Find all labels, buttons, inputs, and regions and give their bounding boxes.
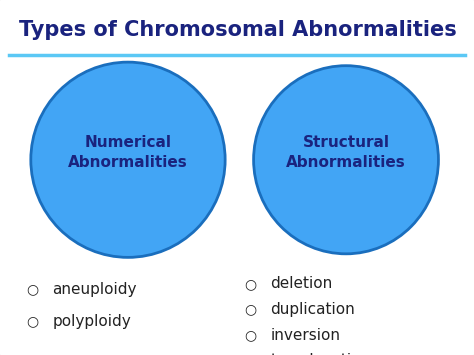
Ellipse shape — [31, 62, 225, 257]
Text: Numerical
Abnormalities: Numerical Abnormalities — [68, 135, 188, 170]
Text: Types of Chromosomal Abnormalities: Types of Chromosomal Abnormalities — [19, 20, 457, 39]
Text: polyploidy: polyploidy — [52, 314, 131, 329]
Text: aneuploidy: aneuploidy — [52, 282, 137, 297]
Text: translocation: translocation — [270, 353, 370, 355]
Text: ○: ○ — [244, 328, 256, 342]
Text: duplication: duplication — [270, 302, 355, 317]
Text: deletion: deletion — [270, 277, 332, 291]
Text: ○: ○ — [244, 277, 256, 291]
Text: ○: ○ — [26, 282, 38, 296]
Text: ○: ○ — [244, 302, 256, 317]
Ellipse shape — [254, 66, 438, 254]
Text: inversion: inversion — [270, 328, 340, 343]
Text: Structural
Abnormalities: Structural Abnormalities — [286, 135, 406, 170]
Text: ○: ○ — [244, 354, 256, 355]
Text: ○: ○ — [26, 314, 38, 328]
